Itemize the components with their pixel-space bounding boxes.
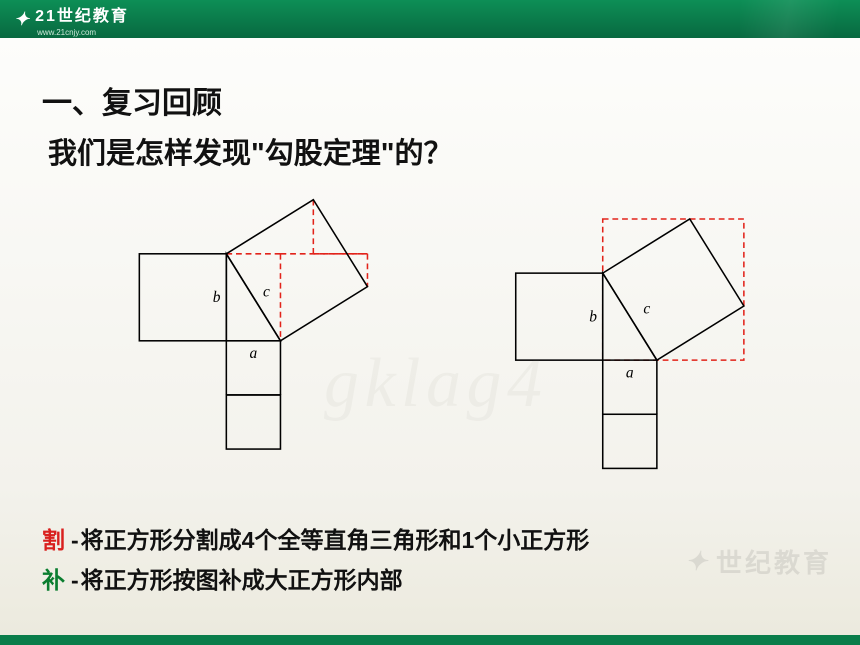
- figure-right: b a c: [454, 190, 794, 485]
- top-banner: ✦ 21世纪教育 www.21cnjy.com: [0, 0, 860, 38]
- keyword-ge: 割: [42, 521, 65, 555]
- logo-icon: ✦: [14, 9, 29, 30]
- figure-left: b a c: [66, 190, 406, 485]
- logo: ✦ 21世纪教育 www.21cnjy.com: [14, 2, 129, 37]
- note-dash-1: -: [71, 527, 79, 554]
- watermark: ✦ 世纪教育: [685, 543, 832, 580]
- logo-url: www.21cnjy.com: [37, 28, 129, 37]
- svg-text:c: c: [643, 301, 650, 318]
- watermark-text: 世纪教育: [716, 543, 832, 580]
- watermark-icon: ✦: [685, 546, 710, 577]
- figure-left-svg: b a c: [66, 190, 406, 480]
- svg-text:b: b: [589, 308, 597, 325]
- note-line-2: 补 - 将正方形按图补成大正方形内部: [42, 561, 589, 595]
- heading-question: 我们是怎样发现"勾股定理"的？: [48, 130, 818, 172]
- slide-content: g k l a g 4 一、复习回顾 我们是怎样发现"勾股定理"的？ bac b…: [0, 38, 860, 635]
- banner-decoration: [740, 0, 860, 38]
- figures-row: b a c b a c: [42, 190, 818, 485]
- note-line-1: 割 - 将正方形分割成4个全等直角三角形和1个小正方形: [42, 521, 589, 555]
- svg-text:a: a: [250, 345, 258, 362]
- logo-text: 21世纪教育: [35, 2, 129, 26]
- keyword-bu: 补: [42, 561, 65, 595]
- bottom-notes: 割 - 将正方形分割成4个全等直角三角形和1个小正方形 补 - 将正方形按图补成…: [42, 521, 589, 601]
- heading-section: 一、复习回顾: [42, 78, 818, 122]
- svg-text:c: c: [263, 283, 270, 300]
- note-text-2: 将正方形按图补成大正方形内部: [81, 561, 403, 595]
- note-dash-2: -: [71, 567, 79, 594]
- svg-text:a: a: [626, 365, 634, 382]
- svg-text:b: b: [213, 289, 221, 306]
- note-text-1: 将正方形分割成4个全等直角三角形和1个小正方形: [81, 521, 590, 555]
- figure-right-svg: b a c: [454, 190, 794, 480]
